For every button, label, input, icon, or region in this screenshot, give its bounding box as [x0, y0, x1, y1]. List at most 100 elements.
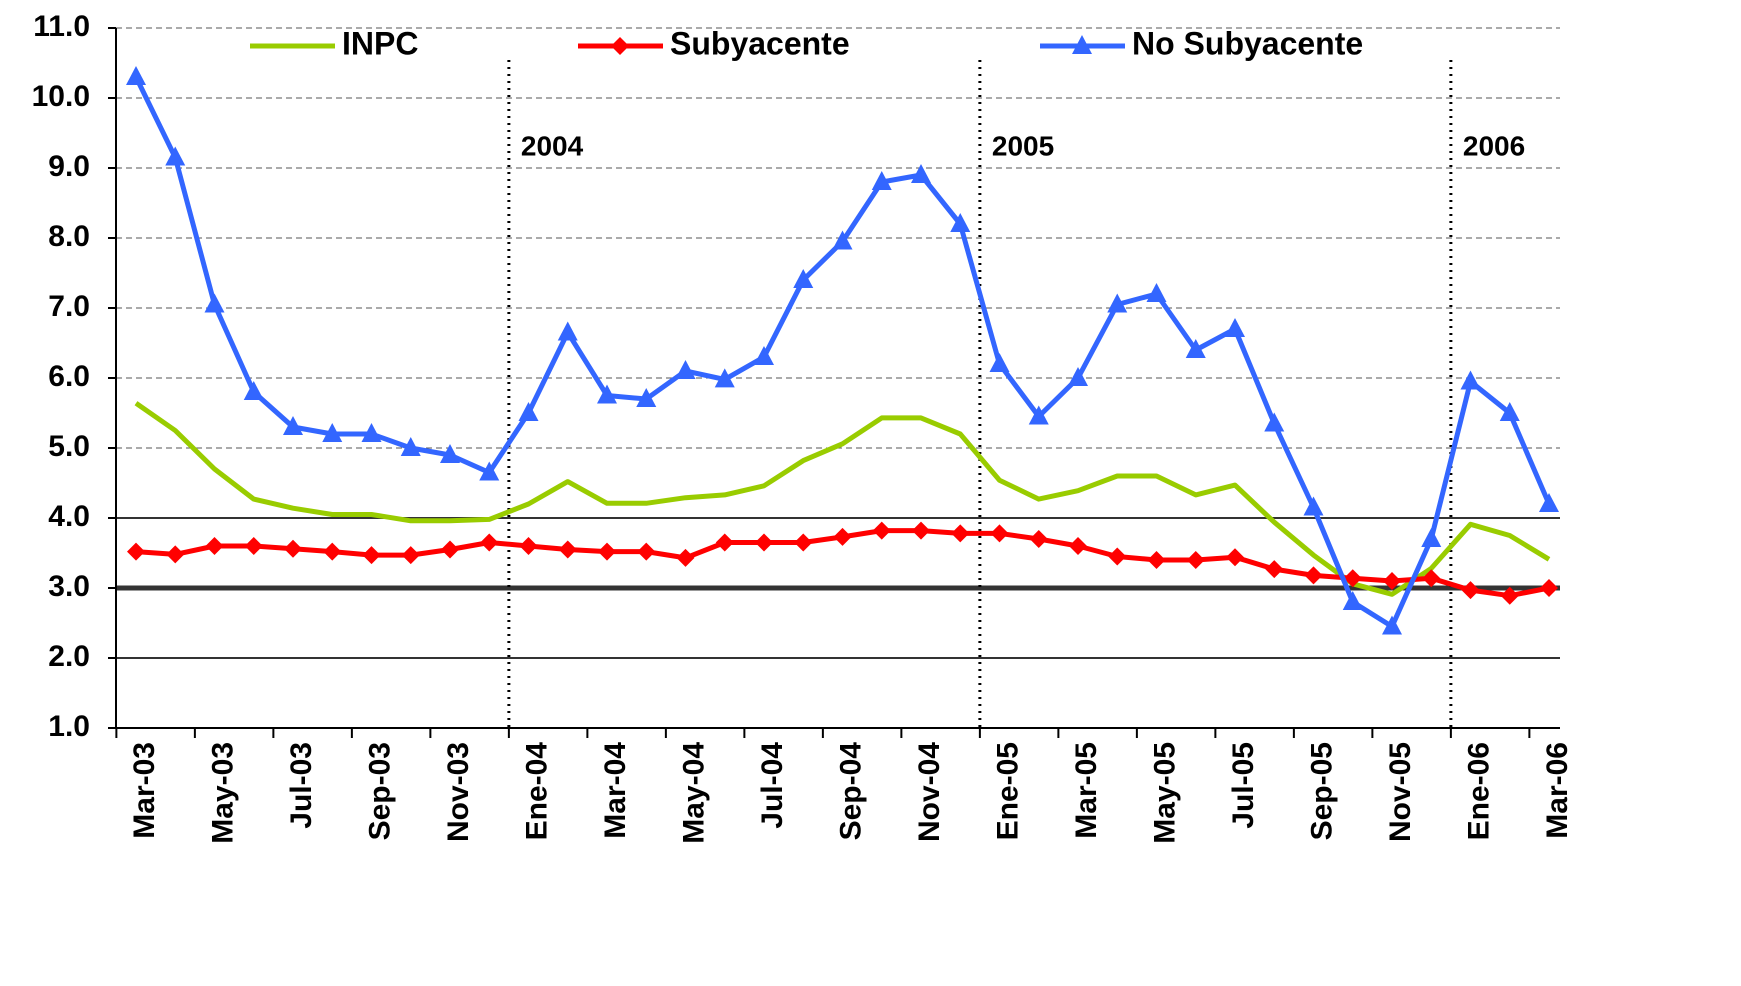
x-tick-label: Mar-04 — [599, 742, 632, 839]
data-point — [322, 423, 343, 442]
data-point — [1460, 370, 1481, 390]
data-point — [871, 171, 892, 190]
legend-label: No Subyacente — [1132, 25, 1363, 61]
data-point — [283, 416, 303, 435]
x-tick-label: Ene-05 — [991, 742, 1024, 840]
data-point — [598, 542, 616, 561]
series — [127, 521, 1558, 605]
data-point — [1382, 615, 1402, 635]
data-point — [990, 524, 1009, 543]
data-point — [1304, 566, 1323, 585]
data-point — [950, 213, 971, 232]
data-point — [519, 537, 538, 555]
data-point — [1107, 293, 1128, 313]
data-point — [401, 546, 420, 565]
data-point — [127, 542, 145, 561]
x-tick-label: May-05 — [1148, 742, 1181, 844]
x-tick-label: Jul-05 — [1227, 742, 1260, 829]
y-tick-label: 11.0 — [33, 10, 90, 43]
data-point — [441, 540, 459, 559]
data-point — [480, 533, 499, 552]
data-point — [1108, 547, 1127, 566]
series — [134, 401, 1551, 597]
x-tick-label: Sep-04 — [834, 742, 867, 841]
data-point — [951, 524, 970, 543]
data-point — [1225, 318, 1245, 337]
data-point — [1383, 572, 1401, 590]
data-point — [1540, 579, 1558, 597]
data-point — [361, 423, 382, 442]
data-point — [1342, 591, 1363, 610]
data-point — [1186, 551, 1205, 569]
legend-marker — [611, 37, 629, 55]
data-point — [165, 146, 186, 166]
data-point — [479, 461, 500, 481]
data-point — [1422, 569, 1441, 588]
data-point — [323, 542, 342, 561]
data-point — [126, 66, 146, 85]
data-point — [1421, 528, 1442, 547]
data-point — [1226, 548, 1244, 567]
data-point — [1499, 402, 1520, 421]
data-point — [911, 164, 931, 183]
data-point — [1146, 283, 1167, 302]
data-point — [1500, 586, 1519, 605]
series-line — [134, 401, 1551, 597]
y-tick-label: 6.0 — [48, 360, 90, 393]
data-point — [1539, 493, 1559, 512]
x-tick-label: Nov-03 — [442, 742, 475, 842]
data-point — [244, 537, 263, 555]
x-tick-label: Sep-05 — [1305, 742, 1338, 840]
x-tick-label: Ene-04 — [520, 742, 553, 841]
data-point — [714, 368, 735, 388]
data-point — [1265, 560, 1284, 579]
y-tick-label: 4.0 — [48, 500, 90, 533]
data-point — [912, 521, 930, 540]
y-tick-label: 5.0 — [48, 430, 90, 463]
y-tick-label: 9.0 — [48, 150, 90, 183]
x-tick-label: Mar-06 — [1541, 742, 1574, 839]
data-point — [715, 533, 734, 552]
data-point — [204, 293, 225, 313]
year-label: 2005 — [992, 130, 1054, 161]
x-tick-label: Nov-05 — [1384, 742, 1417, 842]
data-point — [362, 546, 381, 565]
data-point — [1068, 367, 1088, 386]
x-tick-label: Nov-04 — [913, 742, 946, 842]
x-tick-label: May-03 — [206, 742, 239, 844]
data-point — [1303, 496, 1324, 516]
y-tick-label: 2.0 — [48, 640, 90, 673]
data-point — [597, 384, 617, 404]
data-point — [205, 537, 224, 555]
data-point — [794, 533, 813, 552]
legend-label: Subyacente — [670, 25, 850, 61]
data-point — [675, 360, 696, 379]
x-tick-label: May-04 — [677, 742, 710, 844]
data-point — [793, 269, 814, 288]
x-tick-label: Sep-03 — [363, 742, 396, 840]
y-tick-label: 3.0 — [48, 570, 90, 603]
year-label: 2006 — [1463, 130, 1525, 161]
data-point — [1028, 405, 1049, 425]
data-point — [400, 437, 421, 456]
legend-label: INPC — [342, 25, 418, 61]
y-tick-label: 1.0 — [48, 710, 90, 743]
data-point — [557, 321, 578, 341]
x-tick-label: Jul-04 — [756, 742, 789, 829]
data-point — [558, 540, 577, 559]
y-tick-label: 10.0 — [32, 80, 90, 113]
data-point — [1069, 537, 1087, 555]
data-point — [872, 521, 891, 540]
x-tick-label: Mar-05 — [1070, 742, 1103, 839]
y-tick-label: 8.0 — [48, 220, 90, 253]
data-point — [636, 388, 657, 407]
y-tick-label: 7.0 — [48, 290, 90, 323]
legend-marker — [1072, 35, 1092, 54]
x-tick-label: Mar-03 — [128, 742, 161, 839]
data-point — [166, 545, 185, 564]
data-point — [637, 542, 656, 561]
data-point — [1461, 581, 1480, 600]
data-point — [832, 230, 853, 250]
year-label: 2004 — [521, 130, 584, 161]
data-point — [676, 548, 695, 567]
